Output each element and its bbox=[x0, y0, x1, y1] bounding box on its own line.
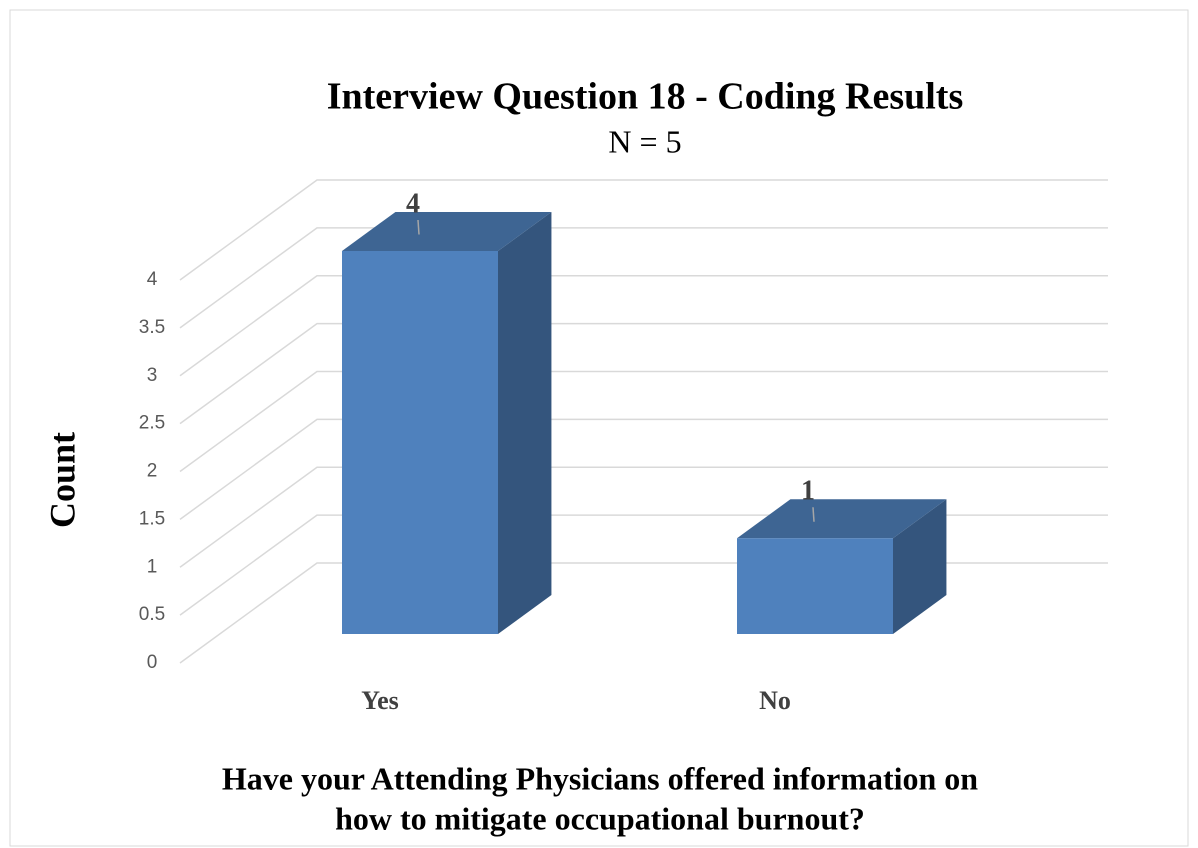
y-tick-label: 2 bbox=[147, 461, 158, 482]
y-tick-label: 0.5 bbox=[139, 604, 165, 625]
x-axis-title: Have your Attending Physicians offered i… bbox=[222, 760, 978, 796]
grid-line bbox=[179, 370, 1108, 473]
y-tick-label: 2.5 bbox=[139, 413, 165, 434]
grid-line bbox=[179, 275, 1108, 377]
bar bbox=[342, 251, 498, 634]
y-tick-label: 3 bbox=[147, 365, 158, 386]
bar-side bbox=[498, 212, 552, 634]
chart-subtitle: N = 5 bbox=[608, 123, 681, 159]
y-axis-title: Count bbox=[42, 432, 82, 528]
label-leader bbox=[812, 507, 815, 522]
bar-top bbox=[342, 212, 552, 251]
y-tick-label: 4 bbox=[147, 269, 158, 290]
y-tick-label: 1.5 bbox=[139, 508, 165, 529]
bar bbox=[737, 538, 893, 634]
grid-line bbox=[179, 322, 1108, 425]
y-tick-label: 0 bbox=[147, 652, 158, 673]
bar-top bbox=[737, 499, 947, 539]
y-tick-label: 3.5 bbox=[139, 317, 165, 338]
x-tick-label: No bbox=[759, 686, 791, 715]
x-tick-label: Yes bbox=[361, 686, 399, 715]
chart-title: Interview Question 18 - Coding Results bbox=[327, 76, 964, 118]
grid-line bbox=[179, 418, 1108, 520]
data-label: 1 bbox=[801, 476, 815, 507]
bar-side bbox=[893, 499, 947, 634]
grid-line bbox=[179, 179, 1108, 281]
grid-line bbox=[179, 466, 1108, 568]
grid-line bbox=[179, 227, 1108, 329]
x-axis-title: how to mitigate occupational burnout? bbox=[335, 800, 865, 836]
chart-border bbox=[9, 9, 1189, 847]
y-tick-label: 1 bbox=[147, 556, 158, 577]
label-leader bbox=[417, 219, 420, 235]
data-label: 4 bbox=[406, 188, 420, 219]
